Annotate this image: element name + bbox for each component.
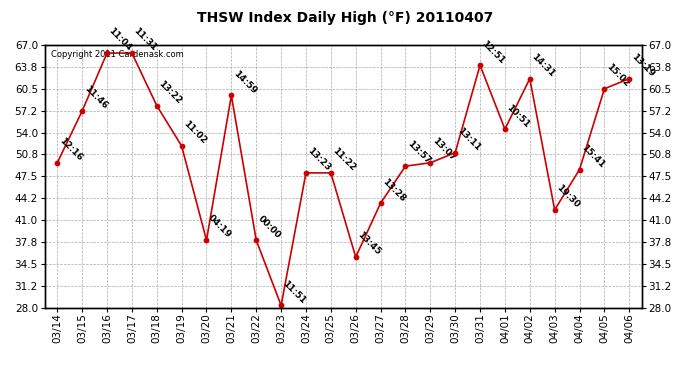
Point [300, 170, 311, 176]
Text: 12:51: 12:51 [480, 39, 506, 65]
Point [500, 126, 511, 132]
Text: 15:02: 15:02 [604, 62, 631, 89]
Text: 13:57: 13:57 [406, 140, 432, 166]
Point [52, 160, 63, 166]
Point [524, 76, 535, 82]
Point [275, 303, 286, 309]
Text: 13:11: 13:11 [455, 126, 482, 153]
Point [425, 160, 436, 166]
Text: 14:59: 14:59 [231, 69, 258, 96]
Text: 13:19: 13:19 [629, 52, 656, 79]
Point [400, 163, 411, 169]
Point [475, 62, 486, 68]
Text: 14:31: 14:31 [530, 52, 556, 79]
Text: 11:02: 11:02 [181, 120, 208, 146]
Point [375, 200, 386, 206]
Point [574, 166, 585, 172]
Text: 11:31: 11:31 [132, 27, 159, 53]
Point [549, 207, 560, 213]
Point [151, 103, 162, 109]
Text: Copyright 2011 Cardenask.com: Copyright 2011 Cardenask.com [51, 50, 184, 59]
Point [176, 143, 187, 149]
Point [250, 237, 262, 243]
Text: 13:45: 13:45 [356, 230, 382, 257]
Text: 10:51: 10:51 [505, 103, 531, 129]
Text: 13:07: 13:07 [431, 136, 457, 163]
Text: 11:51: 11:51 [281, 279, 308, 306]
Point [624, 76, 635, 82]
Text: 13:28: 13:28 [381, 177, 407, 203]
Point [101, 50, 112, 56]
Point [450, 150, 461, 156]
Text: 11:22: 11:22 [331, 146, 357, 173]
Text: 19:30: 19:30 [555, 183, 581, 210]
Point [351, 254, 362, 260]
Text: 00:00: 00:00 [256, 214, 282, 240]
Text: 12:16: 12:16 [57, 136, 84, 163]
Point [201, 237, 212, 243]
Text: 11:46: 11:46 [82, 84, 109, 111]
Point [126, 50, 137, 56]
Text: 13:23: 13:23 [306, 146, 333, 173]
Text: 11:04: 11:04 [107, 27, 134, 53]
Point [325, 170, 336, 176]
Text: 04:19: 04:19 [206, 213, 233, 240]
Point [77, 108, 88, 114]
Text: 15:41: 15:41 [580, 143, 607, 170]
Text: 13:22: 13:22 [157, 79, 184, 106]
Text: THSW Index Daily High (°F) 20110407: THSW Index Daily High (°F) 20110407 [197, 11, 493, 25]
Point [226, 93, 237, 99]
Point [599, 86, 610, 92]
